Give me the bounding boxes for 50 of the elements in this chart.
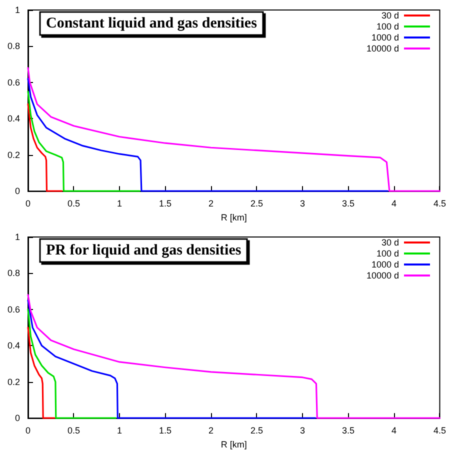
legend-label: 1000 d	[371, 260, 399, 270]
y-tick-label: 0.8	[7, 268, 20, 278]
y-tick-label: 0.6	[7, 304, 20, 314]
x-tick-label: 4.5	[433, 198, 446, 209]
x-axis-title: R [km]	[220, 440, 247, 450]
legend-label: 100 d	[376, 248, 399, 258]
chart-title: Constant liquid and gas densities	[46, 16, 258, 32]
x-tick-label: 4	[391, 426, 397, 436]
line-series	[27, 300, 316, 419]
x-tick-label: 3	[300, 198, 306, 209]
y-tick-label: 0.4	[7, 340, 20, 351]
legend-label: 10000 d	[366, 44, 399, 54]
x-tick-label: 3.5	[342, 198, 355, 209]
y-tick-label: 0	[14, 413, 20, 424]
y-tick-label: 0	[14, 186, 20, 196]
line-series	[27, 78, 388, 192]
x-tick-label: 1.5	[158, 426, 172, 436]
x-axis-title: R [km]	[220, 212, 247, 222]
x-tick-label: 1	[116, 198, 122, 209]
x-tick-label: 3	[300, 426, 306, 436]
x-tick-label: 4	[391, 198, 397, 209]
line-series	[27, 326, 56, 419]
legend-label: 30 d	[381, 238, 399, 248]
y-tick-label: 0.8	[7, 41, 20, 52]
y-tick-label: 0.2	[7, 376, 20, 387]
x-tick-label: 3.5	[342, 426, 355, 436]
x-tick-label: 2	[208, 198, 214, 209]
y-tick-label: 1	[14, 5, 20, 15]
x-tick-label: 2.5	[250, 426, 264, 436]
x-tick-label: 2.5	[250, 198, 264, 209]
y-tick-label: 1	[14, 232, 20, 242]
legend-label: 10000 d	[366, 270, 399, 280]
x-tick-label: 0	[25, 426, 31, 436]
legend-label: 100 d	[376, 22, 399, 32]
chart-title: PR for liquid and gas densities	[46, 242, 242, 258]
x-tick-label: 2	[208, 426, 214, 436]
line-series	[27, 308, 117, 419]
x-tick-label: 0.5	[67, 426, 80, 436]
y-tick-label: 0.2	[7, 150, 20, 160]
line-series	[27, 90, 140, 192]
x-tick-label: 1	[116, 426, 122, 436]
y-tick-label: 0.6	[7, 77, 20, 88]
x-tick-label: 4.5	[433, 426, 446, 436]
legend-label: 30 d	[381, 10, 399, 20]
line-series	[27, 103, 63, 192]
x-tick-label: 0.5	[67, 198, 80, 209]
x-tick-label: 1.5	[158, 198, 172, 209]
y-tick-label: 0.4	[7, 114, 20, 124]
legend-label: 1000 d	[371, 32, 399, 42]
x-tick-label: 0	[25, 198, 31, 209]
